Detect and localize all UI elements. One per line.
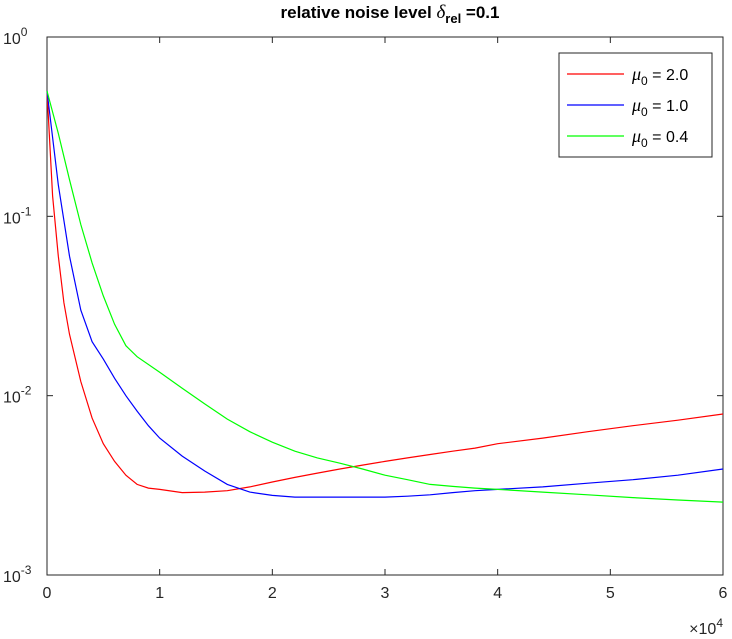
- x-tick-labels: 0 1 2 3 4 5 6: [43, 585, 728, 602]
- y-tick-label-1: 10-2: [3, 384, 32, 407]
- y-tick-label-0: 10-3: [3, 563, 32, 586]
- tick-marks: [46, 36, 724, 576]
- x-tick-label-5: 5: [606, 585, 615, 602]
- y-tick-labels: 10-3 10-2 10-1 100: [3, 25, 32, 586]
- series-layer: [46, 90, 724, 503]
- x-tick-label-1: 1: [155, 585, 164, 602]
- legend-label-3: μ0 = 0.4: [631, 126, 688, 150]
- x-tick-label-3: 3: [381, 585, 390, 602]
- x-axis-multiplier: ×104: [689, 616, 723, 638]
- series-line-1: [46, 90, 724, 494]
- y-tick-label-3: 100: [3, 25, 28, 48]
- chart-title: relative noise level δrel =0.1: [281, 2, 500, 26]
- plot-area: [46, 36, 724, 576]
- legend: μ0 = 2.0 μ0 = 1.0 μ0 = 0.4: [558, 52, 713, 158]
- legend-label-1: μ0 = 2.0: [631, 64, 688, 88]
- x-tick-label-0: 0: [43, 585, 52, 602]
- series-line-3: [46, 90, 724, 503]
- x-tick-label-4: 4: [493, 585, 502, 602]
- x-tick-label-2: 2: [268, 585, 277, 602]
- y-tick-label-2: 10-1: [3, 204, 32, 227]
- legend-label-2: μ0 = 1.0: [631, 95, 688, 119]
- x-tick-label-6: 6: [719, 585, 728, 602]
